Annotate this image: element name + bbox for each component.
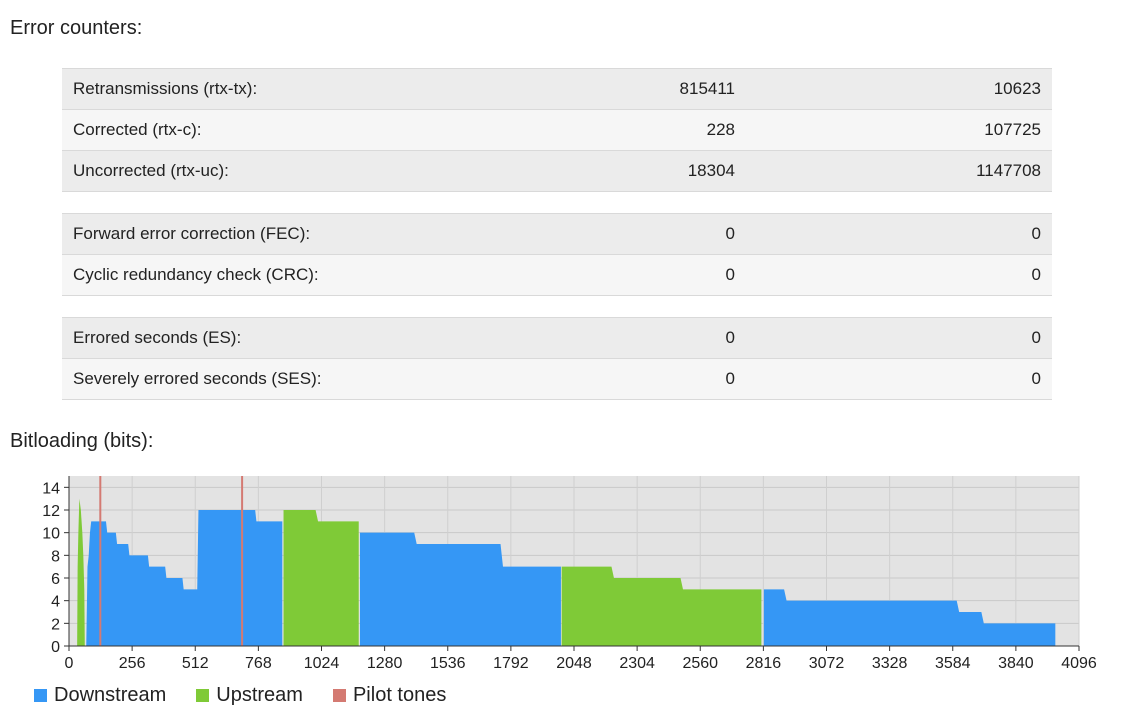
row-label: Corrected (rtx-c): <box>62 109 504 151</box>
y-tick-label: 6 <box>51 571 60 588</box>
y-tick-label: 8 <box>51 548 60 565</box>
y-tick-label: 4 <box>51 594 60 611</box>
legend-label: Pilot tones <box>352 684 447 706</box>
downstream-value: 18304 <box>504 150 746 192</box>
bitloading-chart: 0 2 4 6 8 10 12 14 0 256 512 768 1024 1280 1536 1792 204… <box>42 476 1097 672</box>
downstream-value: 815411 <box>504 68 746 110</box>
x-tick-label: 2304 <box>619 655 655 672</box>
upstream-area <box>77 498 85 646</box>
downstream-area <box>763 589 1056 646</box>
downstream-value: 0 <box>504 213 746 255</box>
x-tick-label: 512 <box>182 655 209 672</box>
y-tick-label: 2 <box>51 616 60 633</box>
x-tick-label: 1024 <box>304 655 340 672</box>
error-counters-title: Error counters: <box>10 17 143 39</box>
row-label: Errored seconds (ES): <box>62 317 504 359</box>
x-tick-label: 3584 <box>935 655 971 672</box>
x-tick-label: 0 <box>65 655 74 672</box>
x-tick-label: 2560 <box>682 655 718 672</box>
x-tick-label: 4096 <box>1061 655 1097 672</box>
x-tick-label: 256 <box>119 655 146 672</box>
x-tick-label: 1536 <box>430 655 466 672</box>
x-tick-label: 2048 <box>556 655 592 672</box>
upstream-value: 10623 <box>746 68 1052 110</box>
downstream-area <box>359 532 561 646</box>
bitloading-title: Bitloading (bits): <box>10 430 154 452</box>
y-tick-label: 0 <box>51 639 60 656</box>
legend-label: Downstream <box>54 684 167 706</box>
downstream-value: 0 <box>504 317 746 359</box>
x-tick-label: 1792 <box>493 655 529 672</box>
upstream-value: 0 <box>746 358 1052 400</box>
group-spacer <box>62 295 1052 318</box>
row-label: Forward error correction (FEC): <box>62 213 504 255</box>
x-tick-label: 3840 <box>998 655 1034 672</box>
upstream-swatch <box>196 689 210 702</box>
legend-label: Upstream <box>216 684 303 706</box>
legend-item-downstream: Downstream <box>34 684 166 707</box>
row-label: Cyclic redundancy check (CRC): <box>62 254 504 296</box>
upstream-area <box>561 566 762 646</box>
pilot-tones-swatch <box>332 689 346 702</box>
upstream-value: 0 <box>746 213 1052 255</box>
downstream-swatch <box>34 689 47 702</box>
y-tick-label: 12 <box>42 503 60 520</box>
table-row: Corrected (rtx-c): 228 107725 <box>62 109 1052 151</box>
downstream-value: 228 <box>504 109 746 151</box>
downstream-value: 0 <box>504 358 746 400</box>
upstream-value: 0 <box>746 254 1052 296</box>
x-tick-label: 768 <box>245 655 272 672</box>
legend-item-upstream: Upstream <box>196 684 303 707</box>
upstream-value: 1147708 <box>746 150 1052 192</box>
y-tick-label: 10 <box>42 526 60 543</box>
upstream-value: 0 <box>746 317 1052 359</box>
row-label: Severely errored seconds (SES): <box>62 358 504 400</box>
row-label: Retransmissions (rtx-tx): <box>62 68 504 110</box>
upstream-value: 107725 <box>746 109 1052 151</box>
legend-item-pilot-tones: Pilot tones <box>332 684 447 707</box>
table-row: Errored seconds (ES): 0 0 <box>62 317 1052 359</box>
table-row: Retransmissions (rtx-tx): 815411 10623 <box>62 68 1052 110</box>
x-tick-label: 2816 <box>746 655 782 672</box>
x-tick-label: 3072 <box>809 655 845 672</box>
x-tick-label: 3328 <box>872 655 908 672</box>
table-row: Cyclic redundancy check (CRC): 0 0 <box>62 254 1052 296</box>
error-counters-table: Retransmissions (rtx-tx): 815411 10623 C… <box>62 68 1052 400</box>
row-label: Uncorrected (rtx-uc): <box>62 150 504 192</box>
chart-legend: Downstream Upstream Pilot tones <box>34 684 470 707</box>
y-tick-label: 14 <box>42 480 60 497</box>
upstream-area <box>283 510 359 646</box>
table-row: Forward error correction (FEC): 0 0 <box>62 213 1052 255</box>
downstream-value: 0 <box>504 254 746 296</box>
table-row: Severely errored seconds (SES): 0 0 <box>62 358 1052 400</box>
group-spacer <box>62 191 1052 214</box>
x-tick-label: 1280 <box>367 655 403 672</box>
table-row: Uncorrected (rtx-uc): 18304 1147708 <box>62 150 1052 192</box>
downstream-area <box>86 510 283 646</box>
